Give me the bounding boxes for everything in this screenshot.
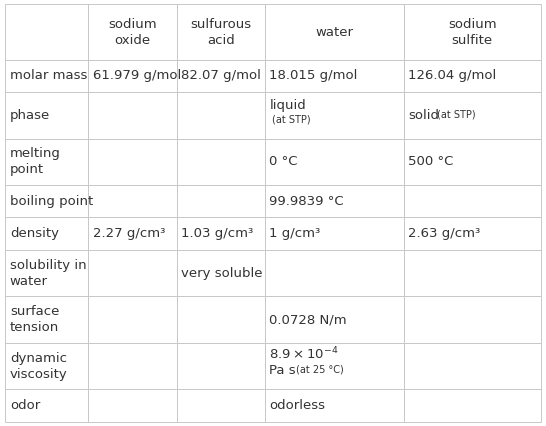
Text: 61.979 g/mol: 61.979 g/mol <box>93 69 181 82</box>
Text: molar mass: molar mass <box>10 69 87 82</box>
Bar <box>265 250 404 296</box>
Bar <box>177 60 265 92</box>
Text: melting
point: melting point <box>10 147 61 176</box>
Text: $8.9\times10^{-4}$: $8.9\times10^{-4}$ <box>269 345 339 362</box>
Bar <box>5 138 88 185</box>
Bar <box>88 92 177 138</box>
Bar <box>177 296 265 343</box>
Text: surface
tension: surface tension <box>10 305 59 334</box>
Bar <box>88 250 177 296</box>
Text: very soluble: very soluble <box>181 267 263 279</box>
Bar <box>88 60 177 92</box>
Text: solubility in
water: solubility in water <box>10 259 86 288</box>
Bar <box>265 343 404 389</box>
Text: phase: phase <box>10 109 50 122</box>
Text: 1 g/cm³: 1 g/cm³ <box>269 227 321 240</box>
Bar <box>265 92 404 138</box>
Bar <box>5 250 88 296</box>
Bar <box>404 389 541 422</box>
Text: dynamic
viscosity: dynamic viscosity <box>10 352 68 381</box>
Bar <box>177 343 265 389</box>
Bar <box>5 389 88 422</box>
Text: sodium
oxide: sodium oxide <box>108 17 157 46</box>
Bar <box>88 343 177 389</box>
Bar <box>5 218 88 250</box>
Text: density: density <box>10 227 59 240</box>
Text: 0 °C: 0 °C <box>269 155 298 168</box>
Bar <box>177 4 265 60</box>
Text: sulfurous
acid: sulfurous acid <box>190 17 251 46</box>
Bar <box>177 250 265 296</box>
Bar <box>404 185 541 218</box>
Text: odorless: odorless <box>269 399 325 412</box>
Text: water: water <box>316 26 353 38</box>
Bar <box>265 218 404 250</box>
Text: solid: solid <box>408 109 440 122</box>
Text: (at 25 °C): (at 25 °C) <box>295 364 343 374</box>
Text: odor: odor <box>10 399 40 412</box>
Text: boiling point: boiling point <box>10 195 93 208</box>
Bar <box>404 92 541 138</box>
Text: 18.015 g/mol: 18.015 g/mol <box>269 69 358 82</box>
Bar <box>177 218 265 250</box>
Bar <box>404 138 541 185</box>
Bar <box>177 185 265 218</box>
Bar <box>177 92 265 138</box>
Bar <box>404 60 541 92</box>
Bar <box>404 250 541 296</box>
Text: 82.07 g/mol: 82.07 g/mol <box>181 69 261 82</box>
Text: (at STP): (at STP) <box>272 114 311 124</box>
Text: 99.9839 °C: 99.9839 °C <box>269 195 344 208</box>
Bar <box>265 60 404 92</box>
Bar <box>5 4 88 60</box>
Bar <box>88 389 177 422</box>
Bar <box>88 185 177 218</box>
Bar <box>5 296 88 343</box>
Text: 2.63 g/cm³: 2.63 g/cm³ <box>408 227 480 240</box>
Bar <box>5 343 88 389</box>
Text: liquid: liquid <box>269 99 306 112</box>
Bar <box>265 138 404 185</box>
Text: 126.04 g/mol: 126.04 g/mol <box>408 69 497 82</box>
Bar <box>265 389 404 422</box>
Text: 500 °C: 500 °C <box>408 155 454 168</box>
Bar <box>88 4 177 60</box>
Bar <box>265 185 404 218</box>
Text: Pa s: Pa s <box>269 364 296 377</box>
Bar <box>404 296 541 343</box>
Text: (at STP): (at STP) <box>437 110 476 120</box>
Bar <box>265 296 404 343</box>
Bar <box>404 4 541 60</box>
Bar <box>88 296 177 343</box>
Bar <box>88 218 177 250</box>
Bar <box>404 343 541 389</box>
Text: 0.0728 N/m: 0.0728 N/m <box>269 313 347 326</box>
Bar <box>88 138 177 185</box>
Bar <box>177 389 265 422</box>
Bar <box>177 138 265 185</box>
Text: 1.03 g/cm³: 1.03 g/cm³ <box>181 227 253 240</box>
Bar <box>5 60 88 92</box>
Bar <box>5 185 88 218</box>
Text: 2.27 g/cm³: 2.27 g/cm³ <box>93 227 165 240</box>
Bar <box>265 4 404 60</box>
Bar <box>5 92 88 138</box>
Text: sodium
sulfite: sodium sulfite <box>448 17 497 46</box>
Bar <box>404 218 541 250</box>
